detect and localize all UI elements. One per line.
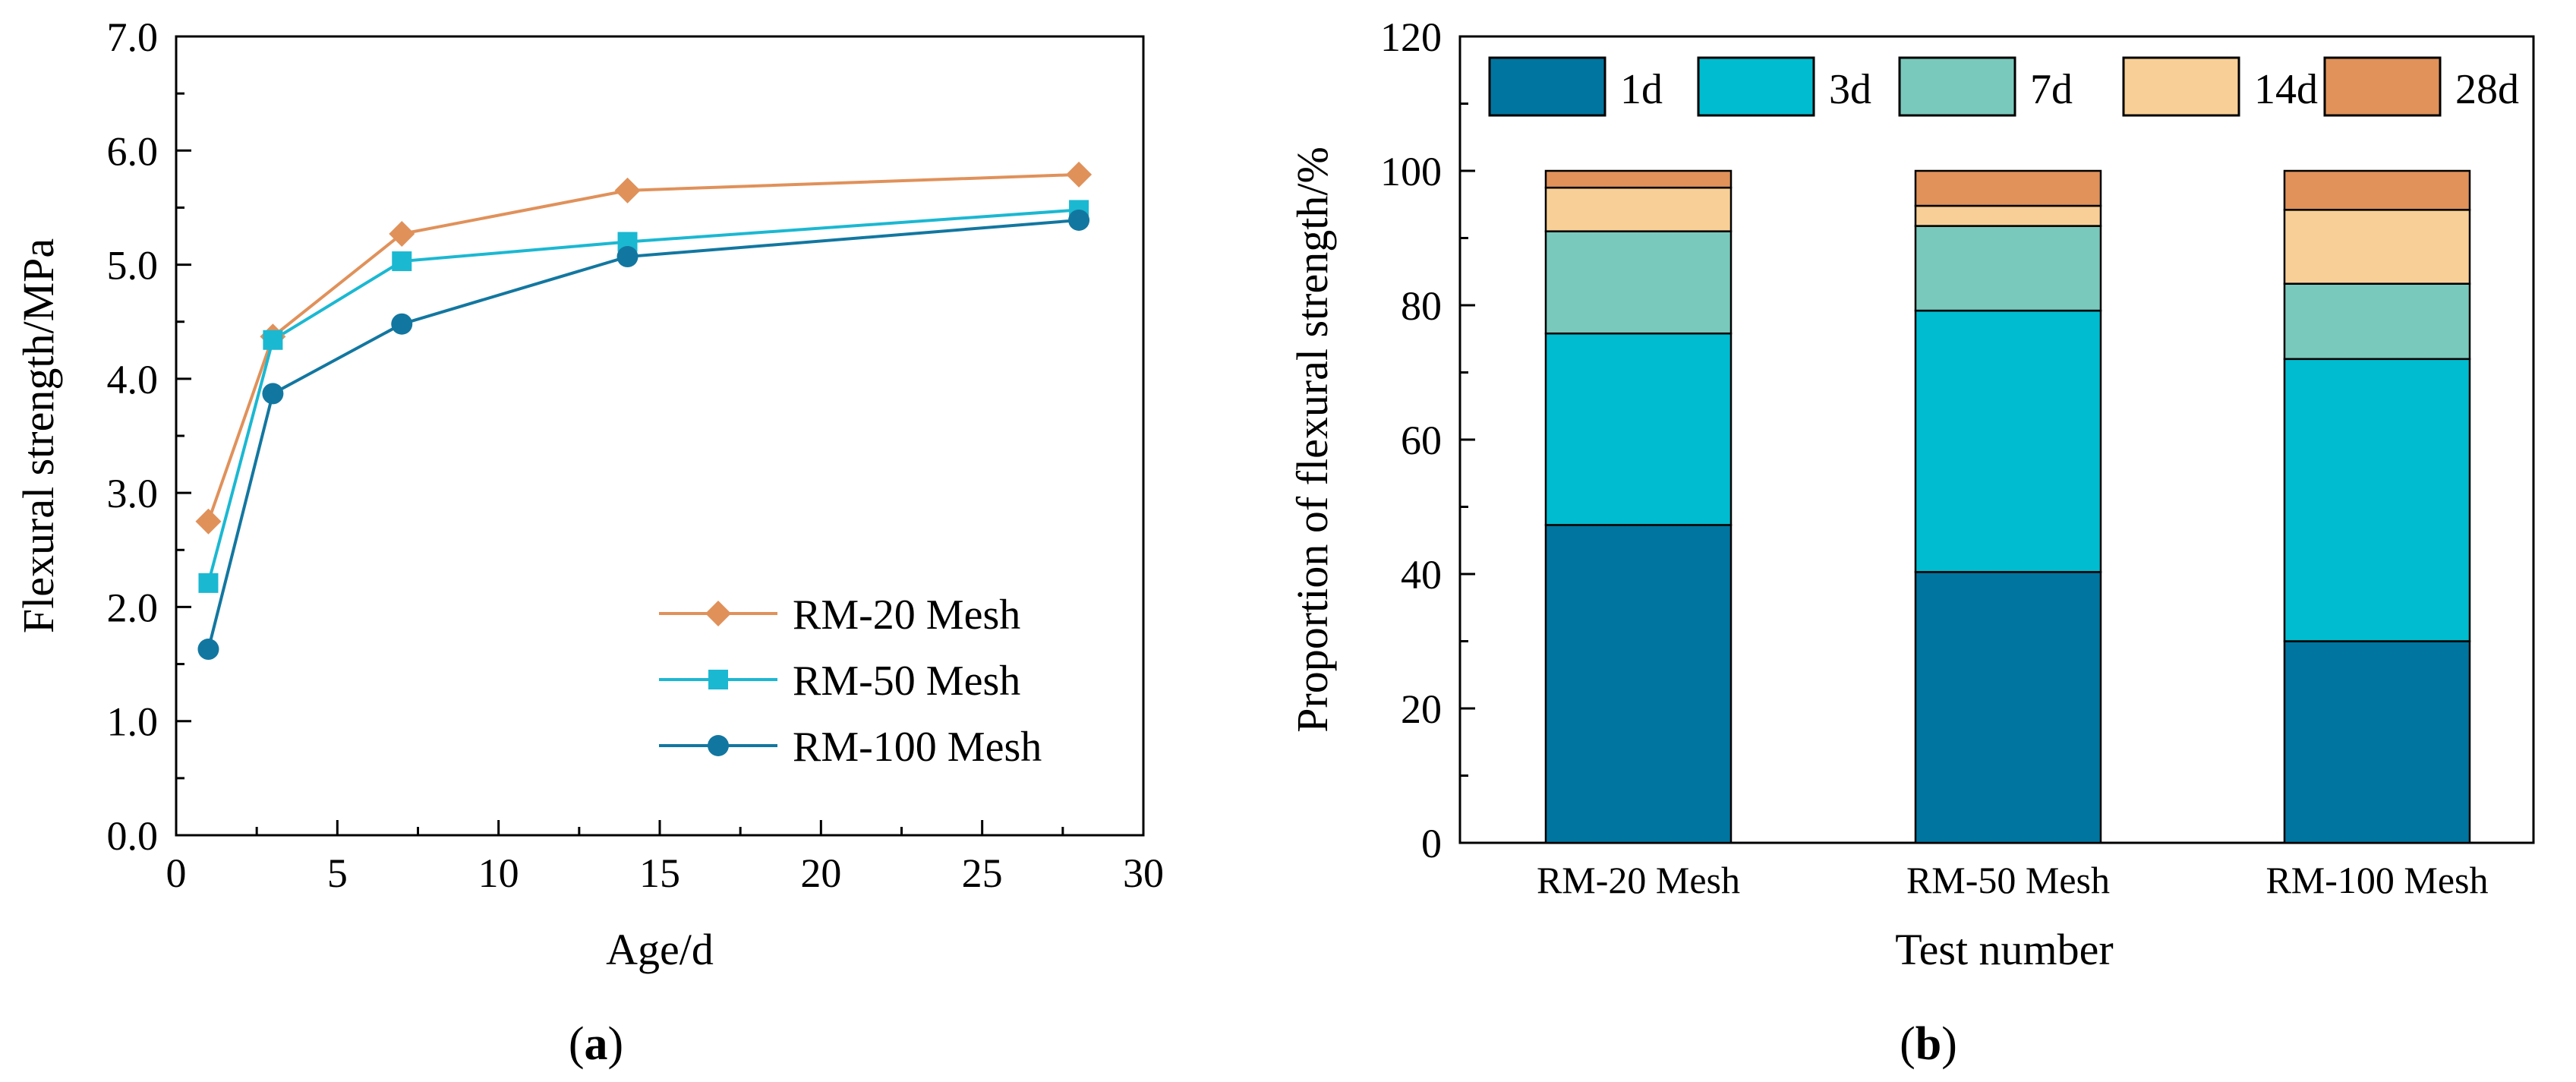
legend-label-4: 28d	[2455, 66, 2519, 113]
bar-segment-1-1	[1914, 309, 2102, 573]
y-tick-label: 3.0	[107, 471, 159, 516]
x-tick-label: 15	[639, 850, 680, 896]
y-tick-label: 60	[1401, 418, 1442, 463]
bar-segment-2-1	[2283, 358, 2471, 642]
panel-a-line-chart: 0 5 10 15 20 25 30 0.0 1.0 2.0 3.0 4.0 5.0 6.0 7.0 Fle…	[14, 14, 1164, 1070]
y-tick-label: 1.0	[107, 699, 159, 745]
bar-segment-2-2	[2283, 282, 2471, 361]
x-category-label: RM-100 Mesh	[2265, 859, 2488, 901]
y-tick-label: 5.0	[107, 243, 159, 289]
legend-label-1: RM-50 Mesh	[793, 658, 1020, 705]
x-category-label: RM-50 Mesh	[1906, 859, 2110, 901]
legend-swatch-1	[1697, 56, 1815, 117]
panel-a-y-axis-label: Flexural strength/MPa	[14, 238, 63, 633]
x-tick-label: 25	[962, 850, 1003, 896]
bar-segment-1-2	[1914, 225, 2102, 312]
bar-segment-0-0	[1544, 524, 1733, 844]
x-tick-label: 0	[166, 850, 187, 896]
x-tick-label: 20	[800, 850, 841, 896]
panel-b-label-letter: b	[1915, 1018, 1941, 1070]
panel-a-plot-frame	[175, 35, 1145, 837]
y-tick-label: 2.0	[107, 585, 159, 630]
legend-label-0: RM-20 Mesh	[793, 591, 1020, 639]
bar-segment-1-0	[1914, 571, 2102, 844]
panel-b-y-axis-label: Proportion of flexural strength/%	[1288, 147, 1337, 733]
legend-swatch-0	[1488, 56, 1606, 117]
x-tick-label: 5	[327, 850, 348, 896]
series-line-0	[207, 172, 1080, 522]
y-tick-label: 0	[1421, 821, 1442, 866]
legend-swatch-3	[2122, 56, 2240, 117]
panel-a-x-axis-label: Age/d	[606, 925, 714, 974]
x-tick-label: 10	[478, 850, 519, 896]
legend-label-0: 1d	[1620, 66, 1663, 113]
data-point-1-2	[392, 251, 412, 272]
bar-segment-0-2	[1544, 230, 1733, 335]
panel-b-stacked-bar-chart: 0 20 40 60 80 100 120 RM-20 Mesh RM-50 Mesh RM-10…	[1288, 14, 2535, 1070]
series-line-1	[207, 208, 1080, 584]
legend-swatch-4	[2323, 56, 2442, 117]
panel-b-axis-ticks: 0 20 40 60 80 100 120 RM-20 Mesh RM-50 Mesh RM-10…	[1380, 14, 2489, 901]
panel-a-legend: RM-20 Mesh RM-50 Mesh RM-100 Mesh	[659, 591, 1042, 771]
y-tick-label: 7.0	[107, 14, 159, 60]
y-tick-label: 40	[1401, 552, 1442, 598]
y-tick-label: 6.0	[107, 128, 159, 174]
legend-marker-1	[708, 670, 728, 689]
legend-label-3: 14d	[2254, 66, 2318, 113]
panel-a-series-lines	[207, 172, 1080, 650]
panel-a-axis-ticks: 0 5 10 15 20 25 30 0.0 1.0 2.0 3.0 4.0 5.0 6.0 7.0	[107, 14, 1165, 896]
y-tick-label: 0.0	[107, 813, 159, 859]
y-tick-label: 80	[1401, 283, 1442, 329]
panel-b-label: (b)	[1900, 1018, 1957, 1070]
bar-segment-0-4	[1544, 169, 1733, 189]
y-tick-label: 100	[1380, 149, 1442, 194]
panel-b-legend: 1d 3d 7d 14d 28d	[1488, 56, 2519, 117]
data-point-2-0	[197, 639, 219, 661]
legend-marker-2	[708, 735, 729, 756]
data-point-0-0	[195, 508, 222, 535]
panel-a-label-letter: a	[585, 1018, 608, 1070]
data-point-0-3	[614, 177, 641, 203]
data-point-2-3	[616, 246, 638, 268]
bar-segment-2-4	[2283, 169, 2471, 211]
legend-swatch-2	[1898, 56, 2016, 117]
panel-a-series-markers	[195, 161, 1093, 661]
bar-segment-1-3	[1914, 204, 2102, 227]
data-point-2-4	[1068, 209, 1090, 231]
x-category-label: RM-20 Mesh	[1537, 859, 1740, 901]
data-point-2-2	[391, 313, 413, 335]
y-tick-label: 20	[1401, 686, 1442, 732]
x-tick-label: 30	[1123, 850, 1164, 896]
bar-segment-2-3	[2283, 209, 2471, 285]
data-point-1-0	[198, 573, 219, 593]
bar-segment-1-4	[1914, 169, 2102, 207]
y-tick-label: 4.0	[107, 357, 159, 402]
bar-segment-0-1	[1544, 332, 1733, 526]
bar-segment-0-3	[1544, 186, 1733, 232]
bar-segment-2-0	[2283, 640, 2471, 844]
panel-a-label: (a)	[569, 1018, 623, 1070]
data-point-0-2	[389, 220, 415, 247]
y-tick-label: 120	[1380, 14, 1442, 60]
legend-label-2: RM-100 Mesh	[793, 724, 1042, 771]
data-point-2-1	[262, 383, 284, 405]
panel-b-x-axis-label: Test number	[1895, 925, 2113, 974]
legend-label-1: 3d	[1829, 66, 1871, 113]
panel-b-bars	[1544, 169, 2471, 844]
legend-label-2: 7d	[2030, 66, 2073, 113]
legend-marker-0	[705, 601, 731, 626]
data-point-0-4	[1066, 161, 1093, 188]
data-point-1-1	[263, 330, 283, 350]
